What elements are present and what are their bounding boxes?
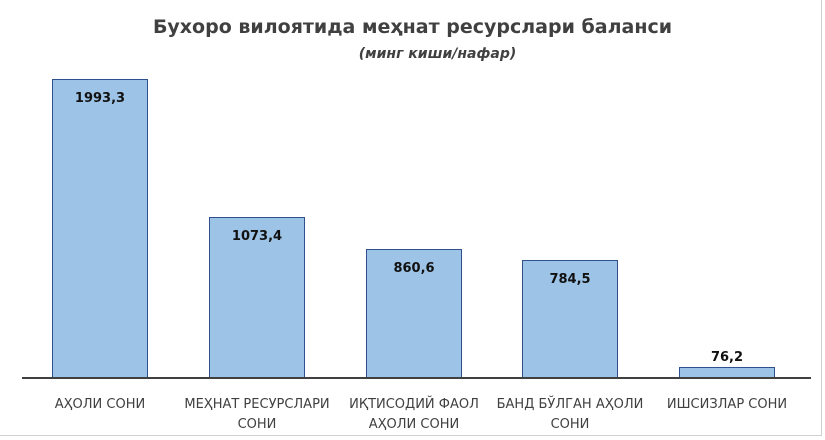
bar (52, 79, 148, 378)
data-label: 860,6 (393, 261, 435, 276)
data-label: 784,5 (549, 272, 591, 287)
x-axis-line (22, 377, 811, 379)
category-label: ИШСИЗЛАР СОНИ (666, 397, 788, 412)
category-label: ИҚТИСОДИЙ ФАОЛ АҲОЛИ СОНИ (349, 397, 479, 432)
category-label: МЕҲНАТ РЕСУРСЛАРИ СОНИ (184, 397, 330, 432)
bar (522, 260, 618, 378)
data-label: 1993,3 (74, 91, 126, 106)
data-label: 76,2 (710, 350, 744, 365)
bar (209, 217, 305, 378)
chart-subtitle: (минг киши/нафар) (358, 46, 517, 62)
category-label: АҲОЛИ СОНИ (54, 397, 146, 412)
bar (366, 249, 462, 378)
chart-title: Бухоро вилоятида меҳнат ресурслари балан… (152, 16, 673, 38)
data-label: 1073,4 (231, 229, 283, 244)
category-label: БАНД БЎЛГАН АҲОЛИ СОНИ (496, 397, 644, 432)
